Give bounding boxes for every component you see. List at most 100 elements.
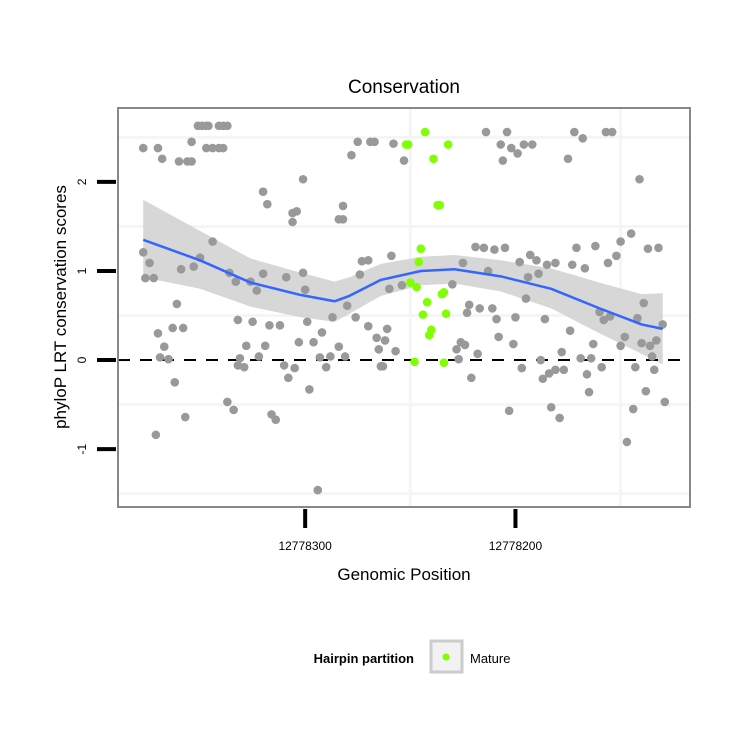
data-point-other — [466, 373, 476, 383]
data-point-other — [616, 237, 625, 246]
data-point-other — [502, 127, 512, 137]
data-point-other — [178, 323, 188, 333]
data-point-other — [452, 345, 461, 354]
data-point-other — [540, 314, 550, 324]
data-point-mature — [429, 154, 438, 164]
data-point-other — [601, 127, 611, 137]
data-point-other — [223, 121, 232, 131]
data-point-other — [155, 353, 165, 362]
data-point-other — [172, 299, 182, 309]
data-point-other — [496, 140, 506, 149]
data-point-mature — [435, 200, 445, 210]
data-point-other — [326, 352, 335, 361]
data-point-other — [506, 143, 516, 153]
data-point-other — [643, 244, 653, 254]
data-point-other — [271, 415, 281, 425]
data-point-other — [631, 362, 640, 372]
data-point-mature — [416, 244, 426, 254]
data-point-other — [279, 361, 289, 370]
data-point-other — [229, 405, 238, 415]
data-point-other — [637, 338, 646, 348]
data-point-other — [576, 353, 585, 363]
data-point-other — [607, 127, 617, 137]
data-point-other — [208, 143, 217, 153]
data-point-other — [544, 369, 554, 378]
data-point-mature — [403, 140, 413, 149]
data-point-other — [527, 140, 537, 149]
points — [138, 121, 670, 495]
data-point-other — [498, 156, 508, 165]
data-point-other — [647, 352, 657, 361]
data-point-other — [391, 346, 400, 356]
data-point-other — [645, 341, 655, 351]
data-point-other — [639, 298, 649, 308]
data-point-other — [290, 363, 299, 373]
data-point-other — [204, 121, 213, 131]
data-point-other — [460, 340, 470, 350]
data-point-other — [557, 347, 567, 357]
legend-title: Hairpin partition — [314, 651, 414, 666]
data-point-other — [288, 217, 297, 227]
data-point-mature — [412, 282, 421, 292]
data-point-other — [260, 341, 270, 351]
data-point-other — [515, 257, 524, 267]
data-point-other — [603, 258, 613, 268]
data-point-other — [578, 133, 588, 143]
x-tick-label: 12778200 — [489, 539, 543, 553]
data-point-other — [633, 313, 642, 323]
data-point-other — [570, 127, 579, 137]
data-point-other — [353, 137, 363, 147]
data-point-other — [641, 386, 651, 396]
data-point-other — [517, 363, 527, 373]
data-point-other — [305, 385, 314, 394]
data-point-other — [378, 361, 388, 371]
data-point-other — [157, 154, 167, 164]
data-point-other — [351, 312, 360, 322]
y-tick-label: 2 — [75, 178, 89, 185]
data-point-other — [145, 258, 154, 268]
data-point-other — [265, 321, 274, 330]
data-point-other — [654, 243, 663, 253]
data-point-other — [580, 264, 590, 273]
x-axis: 12778300 12778200 — [278, 509, 542, 553]
data-point-mature — [422, 297, 432, 307]
data-point-other — [588, 339, 598, 349]
data-point-other — [363, 255, 373, 265]
data-point-other — [471, 242, 480, 252]
data-point-other — [252, 286, 262, 295]
data-point-other — [202, 143, 211, 153]
data-point-other — [513, 149, 522, 158]
legend-key-mature-dot — [442, 653, 450, 661]
data-point-other — [559, 365, 569, 375]
data-point-other — [626, 229, 636, 238]
data-point-other — [546, 402, 556, 412]
chart-title: Conservation — [348, 77, 460, 98]
grid — [118, 108, 690, 507]
data-point-other — [315, 353, 325, 362]
data-point-other — [567, 260, 577, 270]
data-point-other — [187, 137, 196, 147]
data-point-other — [652, 336, 661, 345]
data-point-mature — [406, 278, 415, 287]
data-point-other — [481, 127, 491, 137]
data-point-other — [168, 323, 177, 333]
data-point-other — [586, 353, 596, 363]
y-axis: -1 0 1 2 — [75, 178, 116, 454]
data-point-other — [490, 245, 499, 254]
data-point-other — [628, 404, 638, 414]
data-point-mature — [424, 330, 434, 340]
data-point-other — [141, 273, 150, 283]
data-point-other — [309, 337, 318, 347]
data-point-other — [555, 413, 564, 423]
y-tick-label: 1 — [75, 267, 89, 274]
data-point-other — [292, 207, 302, 216]
data-point-other — [511, 312, 520, 322]
data-point-other — [599, 315, 609, 325]
data-point-other — [342, 301, 352, 311]
data-point-other — [218, 143, 228, 153]
data-point-other — [620, 332, 630, 342]
data-point-other — [538, 374, 548, 384]
data-point-other — [223, 397, 232, 407]
